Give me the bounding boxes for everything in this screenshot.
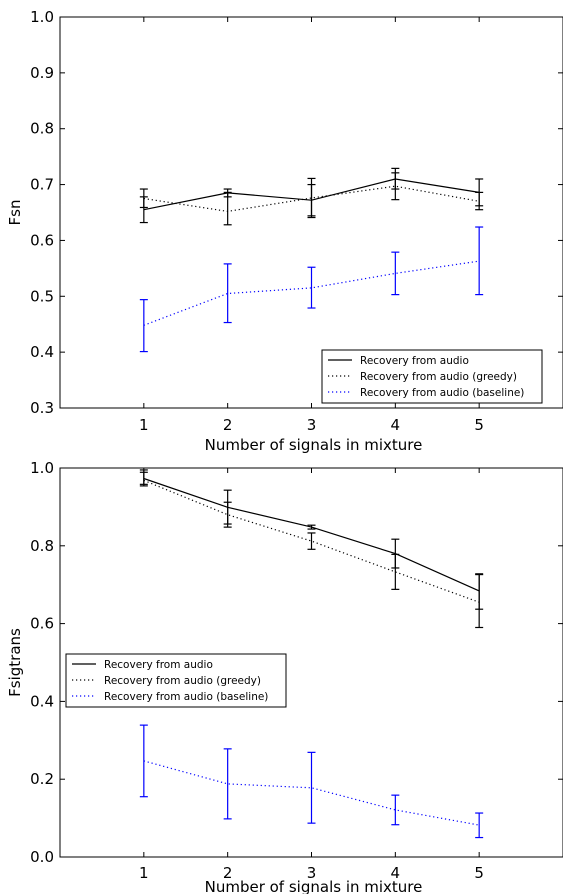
y-tick-label: 0.6 (30, 231, 54, 249)
y-tick-label: 0.4 (30, 343, 54, 361)
y-tick-label: 0.3 (30, 399, 54, 417)
y-tick-label: 0.4 (30, 692, 54, 710)
y-tick-label: 0.0 (30, 848, 54, 866)
y-axis-label: Fsn (6, 200, 24, 226)
x-tick-label: 4 (391, 416, 401, 434)
x-axis-label: Number of signals in mixture (205, 436, 423, 454)
series-1 (139, 469, 484, 629)
y-tick-label: 0.8 (30, 120, 54, 138)
y-tick-label: 0.5 (30, 287, 54, 305)
x-tick-label: 5 (474, 864, 484, 882)
x-tick-label: 3 (307, 416, 317, 434)
series-2 (139, 724, 484, 839)
x-tick-label: 5 (474, 416, 484, 434)
legend-label: Recovery from audio (greedy) (104, 675, 261, 687)
legend-label: Recovery from audio (104, 659, 213, 671)
legend: Recovery from audio Recovery from audio (… (65, 653, 287, 708)
chart-fsigtrans: 0.0 0.2 0.4 0.6 0.8 1.0 1 2 3 4 5 Number of signals… (6, 459, 563, 894)
y-axis-label: Fsigtrans (6, 628, 24, 697)
series-line (143, 477, 480, 592)
legend-label: Recovery from audio (baseline) (104, 691, 268, 703)
series-line (143, 185, 480, 213)
y-tick-label: 1.0 (30, 459, 54, 477)
y-tick-label: 0.6 (30, 615, 54, 633)
legend-box (65, 653, 287, 708)
legend: Recovery from audio Recovery from audio (… (321, 349, 543, 404)
legend-box (321, 349, 543, 404)
legend-label: Recovery from audio (baseline) (360, 387, 524, 399)
x-tick-label: 2 (223, 416, 233, 434)
x-tick-label: 2 (223, 864, 233, 882)
legend-label: Recovery from audio (360, 355, 469, 367)
chart-fsn: 0.3 0.4 0.5 0.6 0.7 0.8 0.9 1.0 1 2 3 4 5 Number of s… (6, 8, 563, 454)
series-2 (139, 226, 484, 353)
x-tick-label: 1 (139, 864, 149, 882)
series-1 (139, 172, 484, 226)
y-tick-label: 0.9 (30, 64, 54, 82)
y-tick-label: 1.0 (30, 8, 54, 26)
legend-label: Recovery from audio (greedy) (360, 371, 517, 383)
y-tick-label: 0.7 (30, 176, 54, 194)
y-tick-label: 0.2 (30, 770, 54, 788)
x-axis-label: Number of signals in mixture (205, 878, 423, 894)
x-tick-label: 3 (307, 864, 317, 882)
x-tick-label: 4 (391, 864, 401, 882)
series-line (143, 479, 480, 603)
y-tick-label: 0.8 (30, 537, 54, 555)
x-tick-label: 1 (139, 416, 149, 434)
